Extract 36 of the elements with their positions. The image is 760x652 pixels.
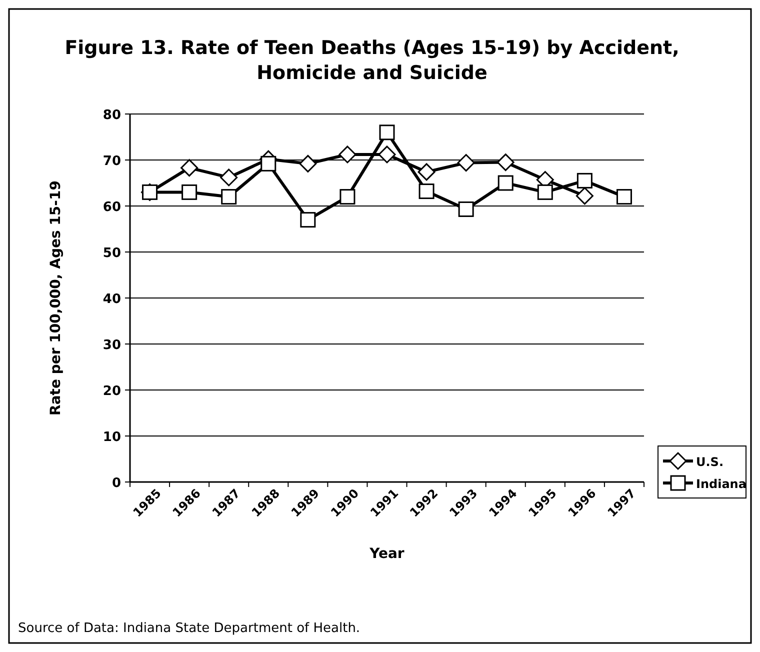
point <box>300 212 316 228</box>
point <box>220 168 238 186</box>
point <box>616 189 632 205</box>
y-tick-label: 10 <box>102 430 121 445</box>
point <box>537 184 553 200</box>
point <box>418 163 436 181</box>
point <box>338 146 356 164</box>
point <box>378 146 396 164</box>
point <box>457 154 475 172</box>
y-tick-label: 60 <box>102 200 121 215</box>
point <box>340 189 356 205</box>
y-tick-label: 50 <box>102 246 121 261</box>
y-tick-label: 80 <box>102 108 121 123</box>
point <box>180 159 198 177</box>
source-note: Source of Data: Indiana State Department of Health. <box>18 621 360 636</box>
point <box>418 184 434 200</box>
point <box>260 156 276 172</box>
point <box>221 189 237 205</box>
point <box>379 124 395 140</box>
y-tick-label: 20 <box>102 384 121 399</box>
y-tick-label: 0 <box>112 476 121 491</box>
y-tick-label: 40 <box>102 292 121 307</box>
point <box>496 154 514 172</box>
point <box>458 201 474 217</box>
point <box>576 172 592 188</box>
point <box>299 154 317 172</box>
legend-label: Indiana <box>696 477 746 491</box>
point <box>182 184 198 200</box>
point <box>576 187 594 205</box>
legend-label: U.S. <box>696 455 724 469</box>
x-axis-title: Year <box>368 546 404 562</box>
chart-title: Figure 13. Rate of Teen Deaths (Ages 15-19) by Accident, Homicide and Suicide <box>64 37 680 84</box>
point <box>498 175 514 191</box>
y-tick-label: 30 <box>102 338 121 353</box>
y-axis-title: Rate per 100,000, Ages 15-19 <box>48 180 64 416</box>
y-tick-label: 70 <box>102 154 121 169</box>
